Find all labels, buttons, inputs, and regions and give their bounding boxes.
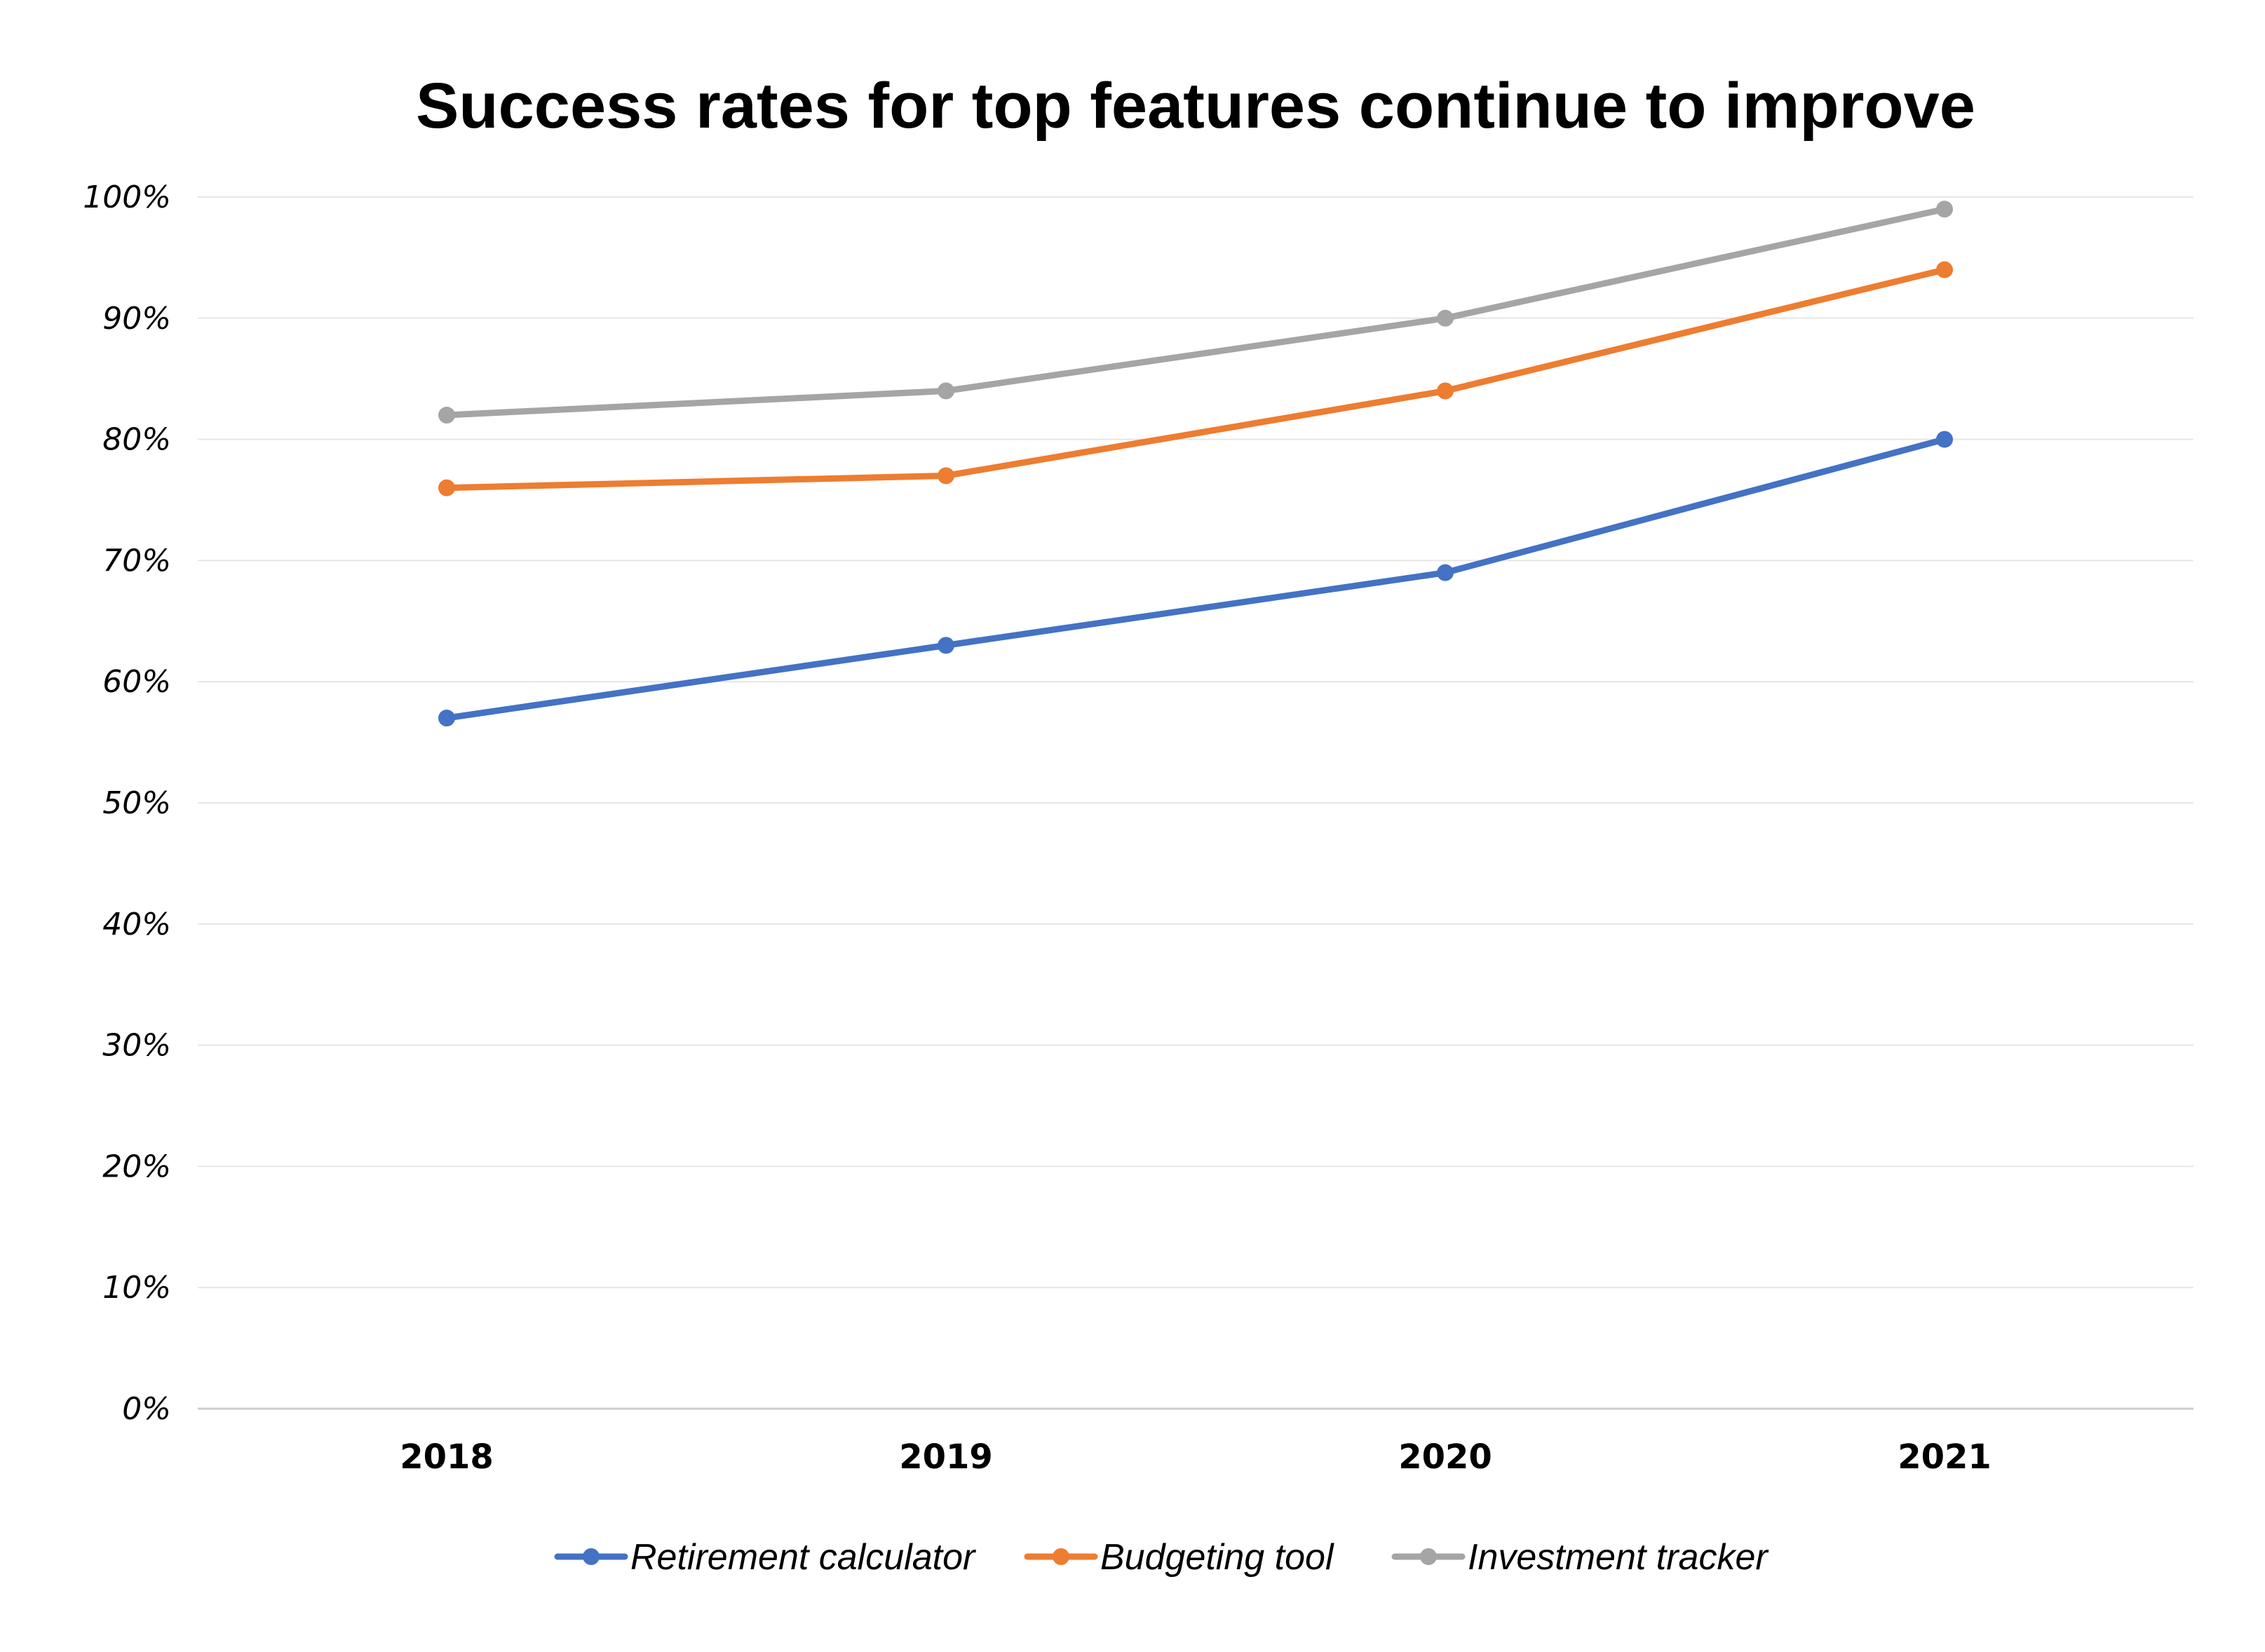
y-tick-label: 90%	[102, 301, 171, 337]
data-point	[438, 479, 455, 496]
data-point	[1936, 261, 1953, 278]
data-point	[438, 710, 455, 727]
y-tick-label: 30%	[102, 1028, 171, 1064]
data-point	[438, 407, 455, 424]
gridlines	[198, 196, 2193, 1410]
y-tick-label: 40%	[102, 907, 171, 942]
series-1	[438, 431, 1953, 727]
series-line	[443, 205, 1948, 419]
y-tick-label: 70%	[102, 543, 171, 578]
legend-swatch-marker	[583, 1548, 600, 1565]
legend-swatch-marker	[1053, 1548, 1069, 1565]
y-tick-label: 80%	[102, 422, 171, 458]
legend: Retirement calculator Budgeting tool Inves…	[554, 1537, 1769, 1578]
y-axis-ticks: 0% 10% 20% 30% 40% 50% 60% 70% 80% 90% 100%	[83, 180, 171, 1427]
data-point	[938, 382, 954, 400]
legend-label: Budgeting tool	[1100, 1537, 1334, 1578]
x-tick-label: 2018	[400, 1437, 494, 1477]
series-2	[438, 261, 1953, 496]
data-point	[938, 637, 954, 654]
series-line	[443, 266, 1948, 492]
y-tick-label: 50%	[102, 785, 171, 821]
data-point	[1437, 382, 1454, 400]
chart-title: Success rates for top features continue …	[416, 70, 1975, 142]
x-tick-label: 2019	[899, 1437, 993, 1477]
y-tick-label: 100%	[83, 180, 171, 215]
legend-item: Retirement calculator	[554, 1537, 977, 1578]
data-point	[1936, 431, 1953, 448]
data-point	[938, 467, 954, 485]
data-point	[1936, 201, 1953, 218]
legend-item: Budgeting tool	[1024, 1537, 1334, 1578]
series-3	[438, 201, 1953, 424]
x-axis-ticks: 2018 2019 2020 2021	[400, 1437, 1992, 1477]
x-tick-label: 2020	[1398, 1437, 1492, 1477]
y-tick-label: 20%	[102, 1149, 171, 1184]
series-line	[443, 436, 1948, 722]
data-point	[1437, 564, 1454, 581]
legend-label: Investment tracker	[1468, 1537, 1769, 1578]
series-lines	[438, 201, 1953, 727]
legend-swatch-marker	[1420, 1548, 1437, 1565]
x-tick-label: 2021	[1898, 1437, 1992, 1477]
legend-label: Retirement calculator	[630, 1537, 977, 1578]
y-tick-label: 60%	[102, 664, 171, 700]
y-tick-label: 0%	[122, 1391, 171, 1427]
y-tick-label: 10%	[102, 1270, 171, 1306]
data-point	[1437, 309, 1454, 327]
legend-item: Investment tracker	[1391, 1537, 1769, 1578]
